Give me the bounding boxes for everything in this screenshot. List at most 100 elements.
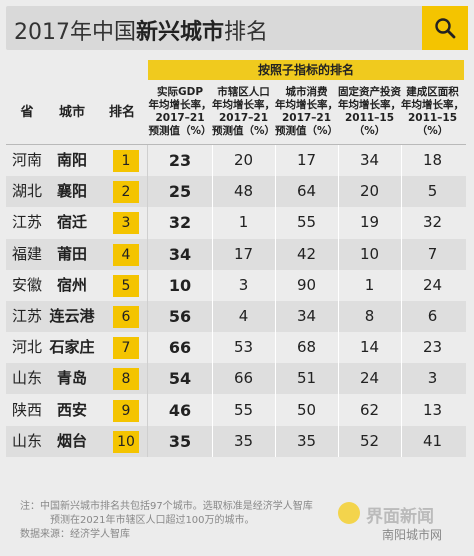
column-divider: [401, 301, 402, 333]
cell-invest: 24: [359, 369, 380, 388]
column-divider: [212, 363, 213, 395]
search-button[interactable]: [422, 6, 468, 50]
column-divider: [212, 238, 213, 270]
brand-subname: 南阳城市网: [382, 528, 443, 542]
column-divider: [401, 394, 402, 426]
cell-city: 烟台: [56, 431, 87, 450]
cell-area: 41: [422, 431, 443, 450]
column-divider: [147, 145, 148, 177]
column-divider: [275, 301, 276, 333]
cell-gdp: 32: [168, 213, 192, 233]
column-divider: [401, 238, 402, 270]
cell-city: 襄阳: [56, 182, 87, 201]
column-divider: [401, 176, 402, 208]
column-divider: [338, 176, 339, 208]
column-header-area: 建成区面积 年均增长率， 2011–15 （%）: [401, 86, 464, 137]
table-row: 河北 石家庄 7 66 53 68 14 23: [6, 332, 466, 364]
table-row: 江苏 宿迁 3 32 1 55 19 32: [6, 207, 466, 239]
page-title: 2017年中国新兴城市排名: [14, 20, 269, 45]
cell-province: 山东: [11, 431, 42, 450]
cell-gdp: 66: [168, 338, 192, 358]
column-divider: [147, 176, 148, 208]
table-row: 安徽 宿州 5 10 3 90 1 24: [6, 269, 466, 301]
column-divider: [212, 394, 213, 426]
cell-gdp: 23: [168, 151, 192, 170]
column-divider: [275, 238, 276, 270]
cell-area: 32: [422, 213, 443, 232]
cell-gdp: 34: [168, 244, 192, 264]
footnote-line-2: 预测在2021年市辖区人口超过100万的城市。: [50, 515, 255, 526]
cell-pop: 1: [238, 213, 249, 232]
cell-province: 江苏: [11, 307, 42, 325]
cell-province: 河南: [11, 151, 42, 169]
cell-consume: 42: [296, 244, 317, 263]
watermark: 界面新闻 南阳城市网: [338, 496, 466, 542]
column-divider: [275, 332, 276, 364]
column-divider: [338, 301, 339, 333]
column-header-rank: 排名: [108, 104, 135, 120]
cell-province: 江苏: [11, 213, 42, 232]
brand-logo-icon: [338, 502, 360, 524]
column-divider: [212, 301, 213, 333]
column-divider: [401, 145, 402, 177]
column-divider: [275, 207, 276, 239]
cell-consume: 64: [296, 182, 317, 201]
column-divider: [212, 332, 213, 364]
column-divider: [338, 238, 339, 270]
rank-badge: 1: [113, 150, 139, 172]
column-header-province: 省: [20, 104, 34, 120]
cell-consume: 68: [296, 338, 317, 357]
cell-consume: 35: [296, 431, 317, 450]
cell-city: 西安: [56, 400, 87, 419]
cell-gdp: 56: [168, 307, 192, 326]
column-divider: [338, 145, 339, 177]
cell-gdp: 25: [168, 182, 192, 202]
cell-gdp: 46: [168, 400, 192, 420]
cell-invest: 14: [359, 338, 380, 357]
cell-province: 山东: [11, 369, 42, 388]
column-divider: [147, 269, 148, 301]
table-row: 福建 莆田 4 34 17 42 10 7: [6, 238, 466, 270]
cell-consume: 90: [296, 275, 317, 294]
rank-badge: 7: [113, 337, 139, 360]
brand-name: 界面新闻: [366, 507, 434, 527]
column-header-consume: 城市消费 年均增长率， 2017–21 预测值（%）: [275, 86, 339, 137]
cell-pop: 53: [233, 338, 254, 357]
cell-city: 南阳: [56, 151, 87, 169]
column-divider: [338, 425, 339, 457]
cell-area: 5: [427, 182, 438, 201]
cell-city: 石家庄: [49, 338, 95, 357]
cell-city: 连云港: [49, 307, 95, 325]
column-divider: [338, 207, 339, 239]
cell-city: 宿迁: [56, 213, 87, 232]
column-header-gdp: 实际GDP 年均增长率， 2017–21 预测值（%）: [148, 86, 212, 137]
column-divider: [212, 425, 213, 457]
rank-badge: 5: [113, 274, 139, 297]
column-divider: [401, 269, 402, 301]
table-row: 江苏 连云港 6 56 4 34 8 6: [6, 301, 466, 333]
cell-pop: 48: [233, 182, 254, 201]
column-header-city: 城市: [58, 104, 85, 120]
table-row: 河南 南阳 1 23 20 17 34 18: [6, 145, 466, 177]
cell-area: 23: [422, 338, 443, 357]
cell-area: 7: [427, 244, 438, 263]
column-divider: [212, 176, 213, 208]
column-divider: [212, 145, 213, 177]
column-divider: [401, 425, 402, 457]
cell-invest: 20: [359, 182, 380, 201]
column-divider: [401, 363, 402, 395]
rank-badge: 10: [113, 430, 139, 453]
column-header-invest: 固定资产投资 年均增长率， 2011–15 （%）: [338, 86, 401, 137]
cell-invest: 19: [359, 213, 380, 232]
column-divider: [147, 207, 148, 239]
table-row: 山东 烟台 10 35 35 35 52 41: [6, 425, 466, 457]
source-line: 数据来源：经济学人智库: [20, 529, 130, 540]
cell-gdp: 54: [168, 369, 192, 389]
rank-badge: 2: [113, 181, 139, 204]
sub-indicator-group-header: 按照子指标的排名: [148, 60, 464, 80]
cell-province: 陕西: [11, 400, 42, 419]
column-divider: [401, 332, 402, 364]
column-divider: [338, 332, 339, 364]
footnote: 注：中国新兴城市排名共包括97个城市。选取标准是经济学人智库 预测在2021年市…: [20, 500, 313, 542]
column-divider: [147, 425, 148, 457]
